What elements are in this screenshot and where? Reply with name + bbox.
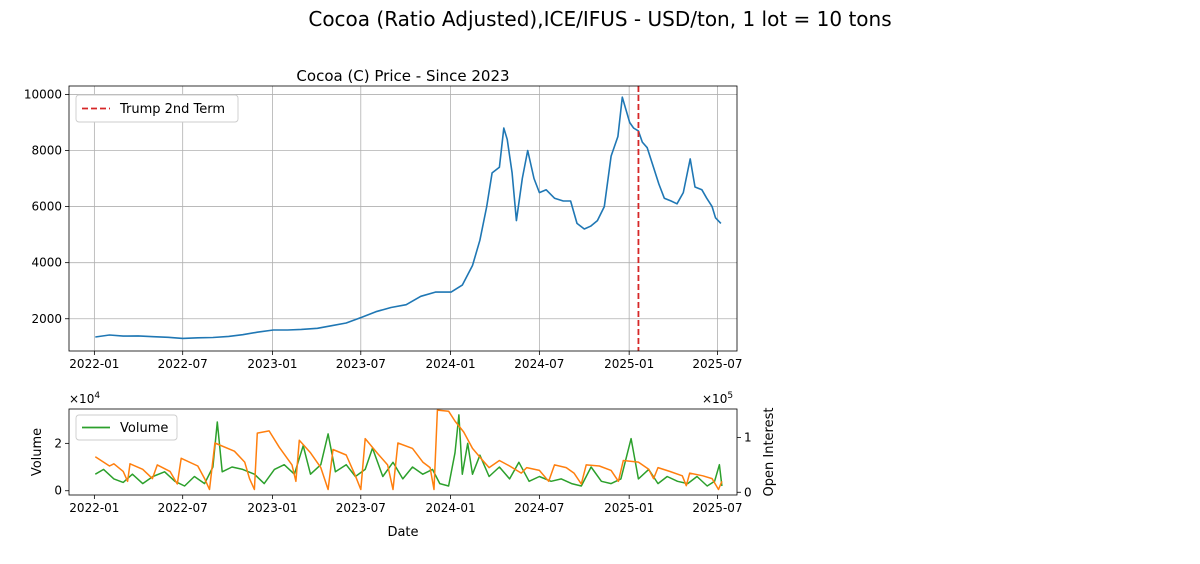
volume-x-tick-label: 2022-07 [158, 501, 208, 515]
volume-line [94, 414, 723, 487]
price-series [95, 96, 722, 340]
price-x-tick-label: 2022-01 [69, 357, 119, 371]
volume-x-tick-label: 2024-01 [426, 501, 476, 515]
open-interest-y-axis-label: Open Interest [762, 408, 777, 497]
volume-chart: 2022-01 2022-07 2023-01 2023-07 2024-01 2024-… [30, 391, 777, 540]
volume-scale-offset: ×104 [69, 391, 100, 406]
open-interest-y-ticks: 01 [737, 430, 752, 499]
price-x-tick-label: 2025-01 [604, 357, 654, 371]
price-x-ticks: 2022-01 2022-07 2023-01 2023-07 2024-01 2024-… [69, 351, 743, 371]
volume-x-tick-label: 2023-07 [336, 501, 386, 515]
price-x-tick-label: 2022-07 [158, 357, 208, 371]
price-y-tick-label: 4000 [31, 256, 62, 270]
price-grid [69, 86, 737, 351]
volume-y-ticks: 02 [54, 436, 69, 498]
price-x-tick-label: 2024-07 [514, 357, 564, 371]
price-legend: Trump 2nd Term [75, 94, 239, 123]
volume-y-tick-label: 0 [54, 484, 62, 498]
price-y-ticks: 2000 4000 6000 8000 10000 [24, 87, 69, 326]
price-chart: Cocoa (C) Price - Since 2023 2022-01 2022… [24, 67, 743, 371]
volume-x-ticks: 2022-01 2022-07 2023-01 2023-07 2024-01 2024-… [69, 495, 743, 515]
volume-legend: Volume [75, 414, 178, 441]
price-x-tick-label: 2023-07 [336, 357, 386, 371]
price-legend-box [75, 94, 239, 123]
volume-x-tick-label: 2024-07 [514, 501, 564, 515]
price-x-tick-label: 2024-01 [426, 357, 476, 371]
open-interest-y-tick-label: 1 [744, 430, 752, 444]
volume-y-tick-label: 2 [54, 436, 62, 450]
volume-plot-frame [68, 408, 738, 496]
price-y-tick-label: 2000 [31, 312, 62, 326]
price-x-tick-label: 2023-01 [247, 357, 297, 371]
price-line [95, 96, 722, 340]
open-interest-line [94, 409, 723, 491]
price-y-tick-label: 6000 [31, 200, 62, 214]
price-x-tick-label: 2025-07 [692, 357, 742, 371]
price-y-tick-label: 8000 [31, 143, 62, 157]
volume-x-tick-label: 2025-01 [604, 501, 654, 515]
volume-x-tick-label: 2023-01 [247, 501, 297, 515]
open-interest-scale-offset: ×105 [702, 391, 733, 406]
volume-legend-label: Volume [120, 421, 168, 436]
open-interest-y-tick-label: 0 [744, 485, 752, 499]
price-plot-frame [68, 85, 738, 352]
volume-x-axis-label: Date [387, 525, 418, 540]
price-y-tick-label: 10000 [24, 87, 62, 101]
figure-suptitle: Cocoa (Ratio Adjusted),ICE/IFUS - USD/to… [308, 7, 891, 31]
volume-legend-box [75, 414, 178, 441]
price-legend-label: Trump 2nd Term [119, 102, 225, 117]
volume-series [94, 409, 723, 491]
volume-x-tick-label: 2022-01 [69, 501, 119, 515]
volume-y-axis-label: Volume [30, 428, 45, 476]
price-chart-title: Cocoa (C) Price - Since 2023 [296, 67, 509, 85]
volume-x-tick-label: 2025-07 [692, 501, 742, 515]
